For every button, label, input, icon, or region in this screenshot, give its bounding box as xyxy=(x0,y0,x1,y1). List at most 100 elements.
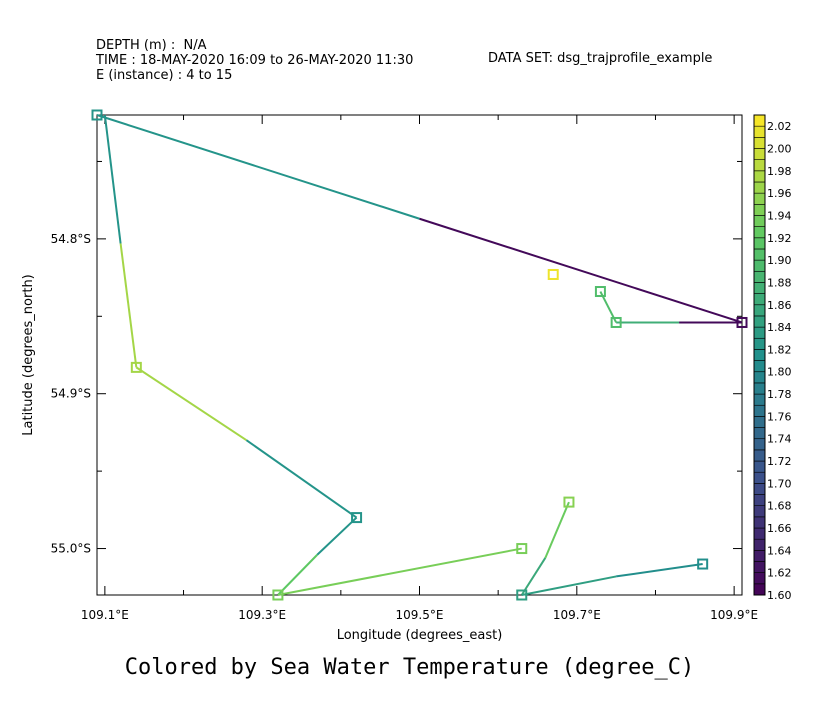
track-segment xyxy=(135,366,248,441)
y-tick-label: 54.9°S xyxy=(51,387,91,401)
colorbar-band xyxy=(753,393,766,406)
x-axis-label: Longitude (degrees_east) xyxy=(337,628,503,643)
colorbar-label: 1.86 xyxy=(767,299,792,312)
colorbar-label: 1.66 xyxy=(767,522,792,535)
colorbar-band xyxy=(753,449,766,462)
colorbar-band xyxy=(753,516,766,529)
colorbar-label: 1.72 xyxy=(767,455,792,468)
colorbar-band xyxy=(753,550,766,562)
colorbar-band xyxy=(753,404,766,417)
colorbar-band xyxy=(753,282,766,294)
colorbar-band xyxy=(753,159,766,172)
colorbar-band xyxy=(753,527,766,540)
colorbar-band xyxy=(753,114,766,127)
colorbar-band xyxy=(753,326,766,339)
profile-marker xyxy=(272,589,284,601)
track-segment xyxy=(521,575,617,596)
colorbar-band xyxy=(753,181,766,194)
time-label: TIME : 18-MAY-2020 16:09 to 26-MAY-2020 … xyxy=(96,53,414,68)
y-axis: 54.8°S 54.9°S 55.0°S xyxy=(51,160,742,556)
colorbar-label: 1.70 xyxy=(767,477,792,490)
colorbar-band xyxy=(753,137,766,149)
profile-marker xyxy=(351,512,363,524)
y-tick-label: 55.0°S xyxy=(51,542,91,556)
profile-marker xyxy=(91,109,103,121)
y-axis-label: Latitude (degrees_north) xyxy=(21,274,36,435)
colorbar-label: 1.90 xyxy=(767,254,792,267)
x-tick-label: 109.3°E xyxy=(238,608,286,622)
colorbar-band xyxy=(753,460,766,473)
color-caption: Colored by Sea Water Temperature (degree… xyxy=(124,655,695,680)
colorbar-band xyxy=(753,561,766,573)
colorbar-band xyxy=(753,237,766,250)
colorbar-band xyxy=(753,416,766,428)
track-segment xyxy=(96,114,420,220)
profile-marker xyxy=(516,543,528,555)
profile-marker xyxy=(736,316,748,328)
track-segment xyxy=(119,243,138,368)
colorbar-label: 1.80 xyxy=(767,366,792,379)
track-segment xyxy=(544,501,570,559)
track-segment xyxy=(245,439,358,519)
colorbar-band xyxy=(753,427,766,440)
colorbar-label: 1.78 xyxy=(767,388,792,401)
colorbar-band xyxy=(753,270,766,283)
x-tick-label: 109.1°E xyxy=(81,608,129,622)
y-tick-label: 54.8°S xyxy=(51,232,91,246)
dataset-label: DATA SET: dsg_trajprofile_example xyxy=(488,51,713,66)
colorbar-label: 1.64 xyxy=(767,544,792,557)
colorbar-band xyxy=(753,471,766,484)
colorbar-band xyxy=(753,438,766,451)
colorbar-label: 1.76 xyxy=(767,410,792,423)
colorbar-label: 1.60 xyxy=(767,589,792,602)
colorbar-label: 1.96 xyxy=(767,187,792,200)
colorbar-band xyxy=(753,259,766,272)
colorbar-band xyxy=(753,538,766,551)
colorbar-band xyxy=(753,204,766,216)
colorbar-band xyxy=(753,192,766,205)
colorbar-band xyxy=(753,494,766,506)
x-tick-label: 109.7°E xyxy=(553,608,601,622)
x-tick-label: 109.5°E xyxy=(396,608,444,622)
colorbar-band xyxy=(753,349,766,361)
colorbar-band xyxy=(753,304,766,317)
profile-marker xyxy=(697,558,709,570)
colorbar-label: 1.88 xyxy=(767,276,792,289)
colorbar-band xyxy=(753,248,766,261)
colorbar-band xyxy=(753,215,766,227)
colorbar-band xyxy=(753,382,766,395)
colorbar-band xyxy=(753,483,766,495)
colorbar-frame xyxy=(753,114,766,596)
colorbar-band xyxy=(753,505,766,518)
colorbar-band xyxy=(753,148,766,160)
track-segment xyxy=(520,557,547,596)
instance-label: E (instance) : 4 to 15 xyxy=(96,68,233,83)
profile-marker xyxy=(516,589,528,601)
colorbar-label: 1.92 xyxy=(767,232,792,245)
profile-marker xyxy=(594,286,606,298)
x-tick-label: 109.9°E xyxy=(710,608,758,622)
track-segment xyxy=(316,516,358,556)
track-segment xyxy=(103,114,122,244)
colorbar-label: 1.98 xyxy=(767,165,792,178)
plot-frame xyxy=(96,114,743,596)
trajectory-tracks xyxy=(91,109,748,601)
track-segment xyxy=(277,554,318,596)
colorbar-band xyxy=(753,226,766,239)
colorbar: 2.02 2.00 1.98 1.96 1.94 1.92 1.90 1.88 1.86 1.84… xyxy=(753,114,792,602)
colorbar-band xyxy=(753,170,766,183)
colorbar-label: 1.74 xyxy=(767,433,792,446)
colorbar-band xyxy=(753,293,766,306)
colorbar-band xyxy=(753,125,766,138)
colorbar-label: 2.00 xyxy=(767,142,792,155)
track-segment xyxy=(616,563,703,578)
depth-label: DEPTH (m) : N/A xyxy=(96,38,207,53)
colorbar-band xyxy=(753,572,766,585)
colorbar-label: 1.68 xyxy=(767,500,792,513)
profile-marker xyxy=(130,361,142,373)
profile-marker xyxy=(547,268,559,280)
colorbar-band xyxy=(753,583,766,596)
x-axis: 109.1°E 109.3°E 109.5°E 109.7°E 109.9°E xyxy=(81,115,758,622)
profile-marker xyxy=(610,316,622,328)
